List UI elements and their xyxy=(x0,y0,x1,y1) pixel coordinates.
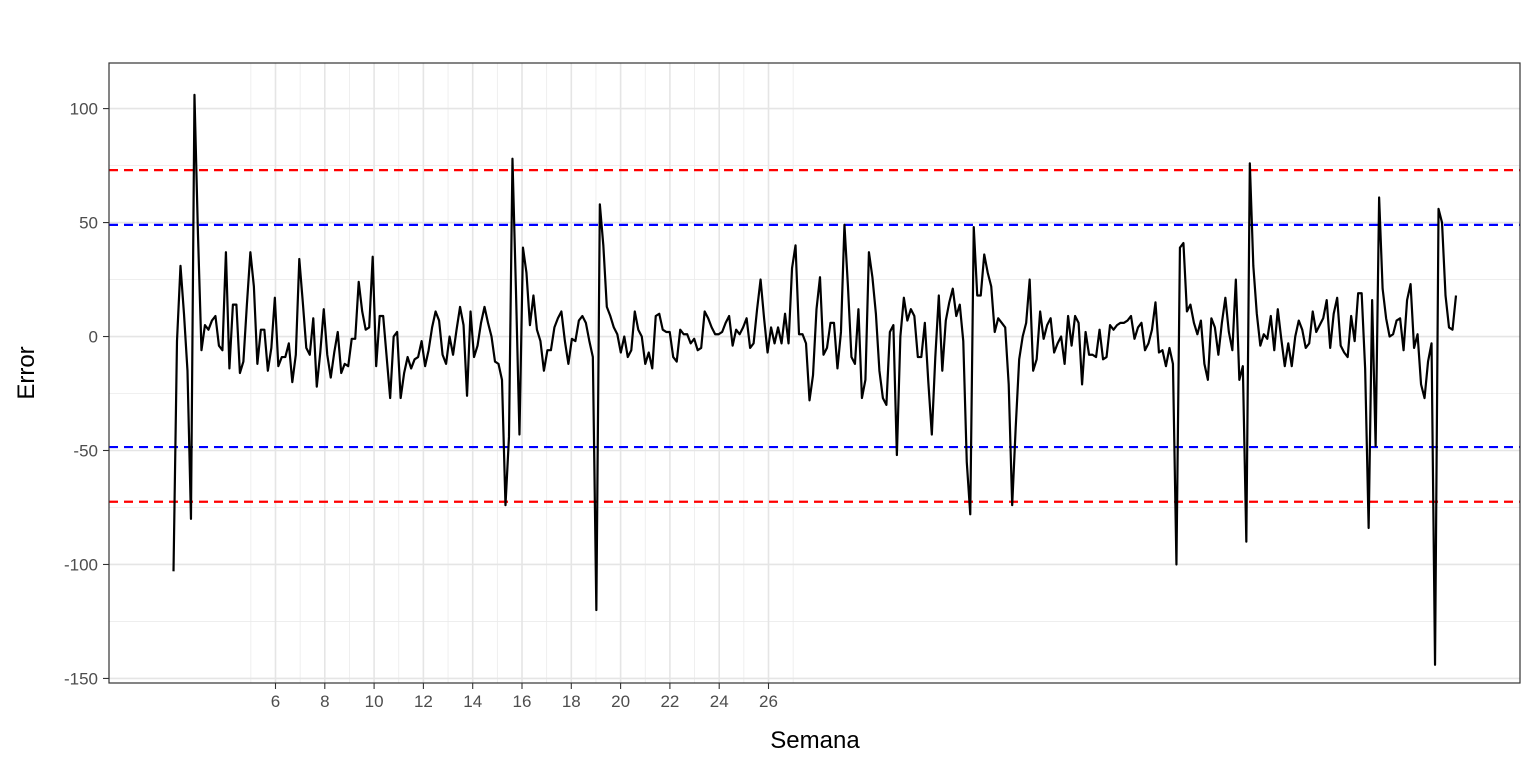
x-tick-label: 18 xyxy=(562,692,581,711)
plot-border xyxy=(108,62,1521,684)
x-tick-label: 14 xyxy=(463,692,482,711)
x-tick-label: 24 xyxy=(710,692,729,711)
x-tick-label: 26 xyxy=(759,692,778,711)
x-tick-label: 16 xyxy=(513,692,532,711)
y-tick-label: -50 xyxy=(73,442,98,461)
x-tick-label: 8 xyxy=(320,692,329,711)
x-tick-label: 6 xyxy=(271,692,280,711)
y-tick-label: 100 xyxy=(70,100,98,119)
x-tick-label: 20 xyxy=(611,692,630,711)
y-tick-label: 0 xyxy=(89,328,98,347)
x-tick-label: 10 xyxy=(365,692,384,711)
x-axis: 6 8 10 12 14 16 18 20 22 24 26 xyxy=(271,683,778,711)
minor-gridlines xyxy=(109,63,1520,683)
reference-lines xyxy=(109,169,1520,503)
x-axis-title: Semana xyxy=(770,727,860,754)
y-tick-label: 50 xyxy=(79,214,98,233)
y-axis: 100 50 0 -50 -100 -150 xyxy=(64,100,109,688)
plot-panel xyxy=(109,63,1520,683)
y-tick-label: -150 xyxy=(64,669,98,688)
x-tick-label: 22 xyxy=(660,692,679,711)
x-tick-label: 12 xyxy=(414,692,433,711)
y-tick-label: -100 xyxy=(64,555,98,574)
y-axis-title: Error xyxy=(13,346,40,399)
error-series-line xyxy=(172,93,1458,666)
